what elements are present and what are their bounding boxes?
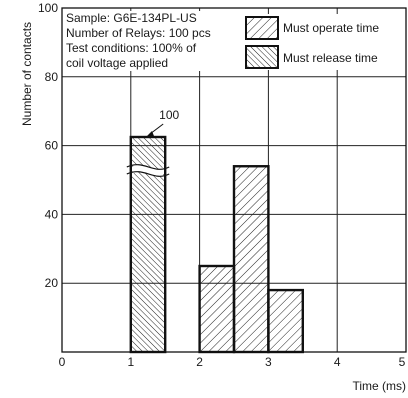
legend-swatch-release <box>245 45 279 69</box>
x-tick-label: 5 <box>399 355 406 369</box>
x-tick-label: 4 <box>334 355 341 369</box>
x-tick-label: 1 <box>127 355 134 369</box>
legend-label-release: Must release time <box>283 51 378 65</box>
bar-must-operate-time <box>267 288 304 354</box>
legend: Must operate time Must release time <box>243 14 403 70</box>
x-tick-label: 2 <box>196 355 203 369</box>
y-tick-label: 40 <box>45 207 59 221</box>
x-tick-label: 0 <box>59 355 66 369</box>
annotation-line-voltage: coil voltage applied <box>66 56 168 70</box>
axis-break-line <box>126 164 170 170</box>
histogram-bars <box>126 135 304 354</box>
y-axis-label: Number of contacts <box>20 22 34 126</box>
y-tick-label: 80 <box>45 70 59 84</box>
y-tick-label: 60 <box>45 139 59 153</box>
axis-break-line <box>126 171 170 177</box>
sample-annotation: Sample: G6E-134PL-US Number of Relays: 1… <box>63 11 241 71</box>
callout-arrow-head <box>146 131 154 137</box>
legend-label-operate: Must operate time <box>283 21 379 35</box>
annotation-line-sample: Sample: G6E-134PL-US <box>66 11 197 25</box>
tick-labels: 0 1 2 3 4 5 20 40 60 80 100 <box>38 1 406 369</box>
y-tick-label: 20 <box>45 276 59 290</box>
annotation-line-relays: Number of Relays: 100 pcs <box>66 26 211 40</box>
legend-swatch-operate <box>245 16 279 40</box>
annotation-line-conditions: Test conditions: 100% of <box>66 41 197 55</box>
bar-must-operate-time <box>232 165 270 354</box>
annotation-background <box>63 11 241 71</box>
bar-must-operate-time <box>198 264 236 354</box>
y-tick-label: 100 <box>38 1 58 15</box>
axis-break-gap <box>132 164 164 177</box>
x-tick-label: 3 <box>265 355 272 369</box>
x-axis-label: Time (ms) <box>352 379 406 393</box>
bar-value-callout: 100 <box>146 108 180 137</box>
plot-frame <box>61 7 407 353</box>
bar-value-label: 100 <box>159 108 179 122</box>
